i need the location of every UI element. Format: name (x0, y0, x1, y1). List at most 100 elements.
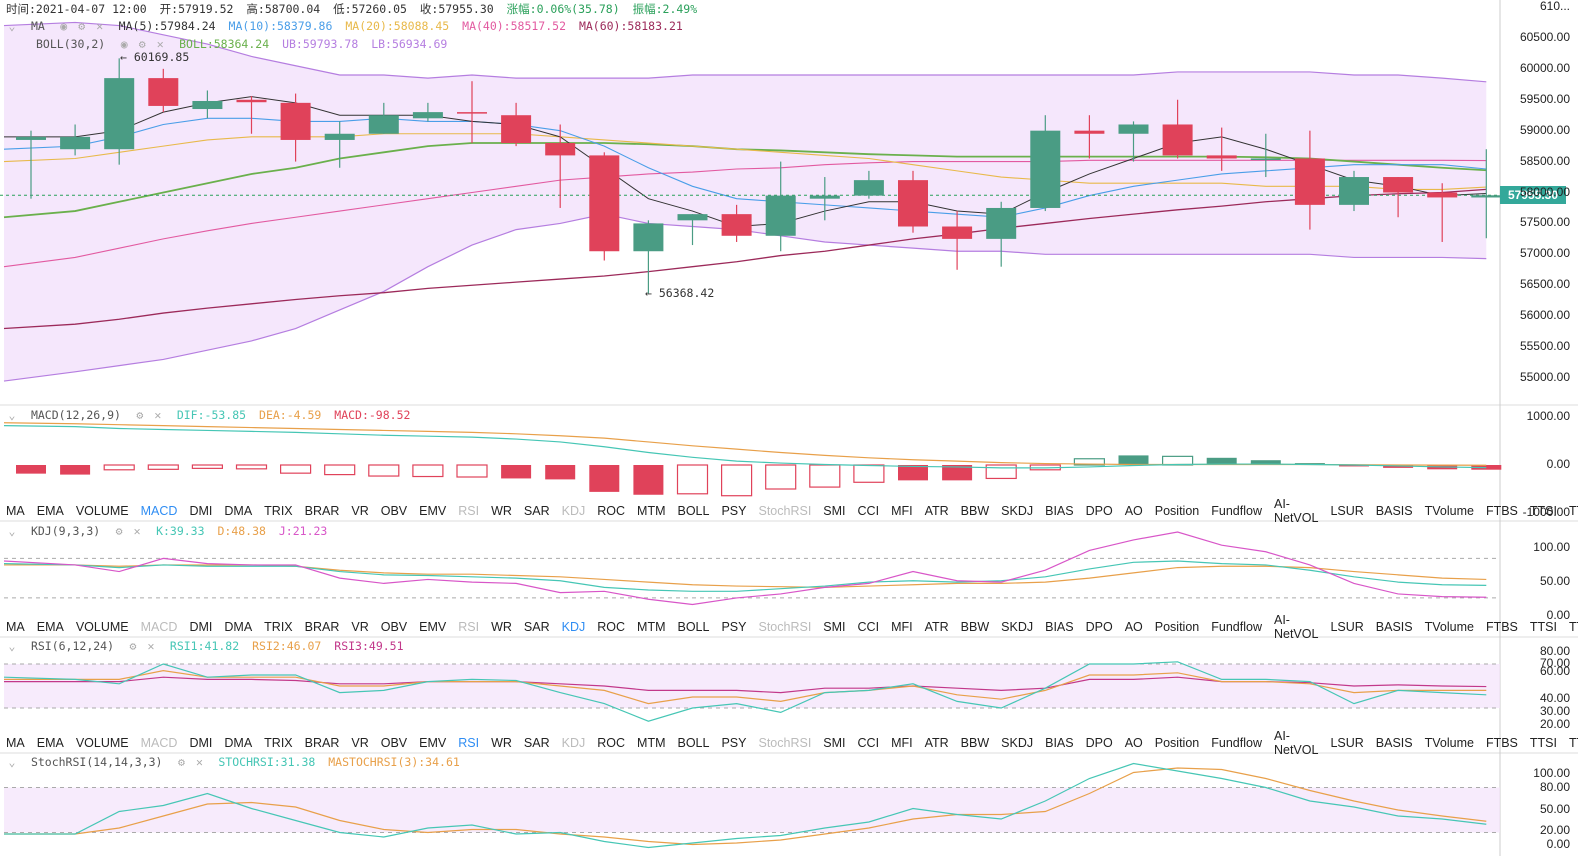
close-icon[interactable]: ✕ (195, 755, 203, 769)
indicator-tab-ao[interactable]: AO (1124, 736, 1143, 750)
indicator-tab-basis[interactable]: BASIS (1375, 736, 1413, 750)
indicator-tab-ai-netvol[interactable]: AI-NetVOL (1273, 613, 1319, 641)
close-icon[interactable]: ✕ (96, 19, 104, 33)
indicator-tab-roc[interactable]: ROC (597, 504, 626, 518)
indicator-tab-ttmu[interactable]: TTMU (1569, 504, 1578, 518)
collapse-chevron-icon[interactable]: ⌄ (8, 19, 16, 33)
indicator-tab-brar[interactable]: BRAR (304, 736, 340, 750)
indicator-tab-mfi[interactable]: MFI (891, 620, 913, 634)
indicator-tab-psy[interactable]: PSY (721, 736, 747, 750)
indicator-tab-cci[interactable]: CCI (857, 736, 880, 750)
indicator-tab-tvolume[interactable]: TVolume (1424, 736, 1474, 750)
gear-icon[interactable]: ⚙ (129, 639, 137, 653)
indicator-tab-vr[interactable]: VR (351, 620, 369, 634)
gear-icon[interactable]: ⚙ (136, 408, 144, 422)
indicator-tab-dma[interactable]: DMA (224, 736, 253, 750)
gear-icon[interactable]: ⚙ (78, 19, 86, 33)
indicator-tab-stochrsi[interactable]: StochRSI (758, 736, 812, 750)
indicator-tab-lsur[interactable]: LSUR (1330, 736, 1364, 750)
indicator-tab-ao[interactable]: AO (1124, 620, 1143, 634)
indicator-tab-basis[interactable]: BASIS (1375, 620, 1413, 634)
indicator-tab-basis[interactable]: BASIS (1375, 504, 1413, 518)
indicator-tab-mfi[interactable]: MFI (891, 504, 913, 518)
indicator-tab-ttmu[interactable]: TTMU (1569, 620, 1578, 634)
indicator-tab-rsi[interactable]: RSI (458, 620, 480, 634)
indicator-tab-tvolume[interactable]: TVolume (1424, 620, 1474, 634)
indicator-tab-volume[interactable]: VOLUME (75, 504, 129, 518)
indicator-tab-dmi[interactable]: DMI (189, 504, 213, 518)
indicator-tab-ema[interactable]: EMA (36, 504, 64, 518)
indicator-tab-vr[interactable]: VR (351, 736, 369, 750)
indicator-tab-bias[interactable]: BIAS (1045, 620, 1074, 634)
indicator-tab-ao[interactable]: AO (1124, 504, 1143, 518)
indicator-tab-boll[interactable]: BOLL (677, 620, 710, 634)
indicator-tab-emv[interactable]: EMV (419, 736, 447, 750)
indicator-tab-mtm[interactable]: MTM (637, 620, 666, 634)
indicator-tab-cci[interactable]: CCI (857, 620, 880, 634)
ma-legend-name[interactable]: MA (30, 19, 45, 33)
indicator-tab-kdj[interactable]: KDJ (561, 736, 586, 750)
indicator-tab-dpo[interactable]: DPO (1085, 736, 1113, 750)
indicator-tab-dpo[interactable]: DPO (1085, 620, 1113, 634)
indicator-tab-rsi[interactable]: RSI (458, 504, 480, 518)
indicator-tab-position[interactable]: Position (1154, 504, 1200, 518)
eye-icon[interactable]: ◉ (120, 37, 128, 51)
kdj-legend-name[interactable]: KDJ(9,3,3) (30, 524, 101, 538)
indicator-tab-smi[interactable]: SMI (823, 504, 846, 518)
eye-icon[interactable]: ◉ (60, 19, 68, 33)
indicator-tab-bias[interactable]: BIAS (1045, 736, 1074, 750)
indicator-tab-ttmu[interactable]: TTMU (1569, 736, 1578, 750)
stochrsi-legend-name[interactable]: StochRSI(14,14,3,3) (30, 755, 163, 769)
indicator-tab-kdj[interactable]: KDJ (561, 620, 586, 634)
indicator-tab-roc[interactable]: ROC (597, 736, 626, 750)
indicator-tab-ttsi[interactable]: TTSI (1529, 620, 1557, 634)
indicator-tab-ma[interactable]: MA (6, 736, 25, 750)
rsi-legend-name[interactable]: RSI(6,12,24) (30, 639, 115, 653)
indicator-tab-obv[interactable]: OBV (380, 620, 408, 634)
indicator-tab-dma[interactable]: DMA (224, 504, 253, 518)
close-icon[interactable]: ✕ (154, 408, 162, 422)
indicator-tab-position[interactable]: Position (1154, 620, 1200, 634)
indicator-tab-obv[interactable]: OBV (380, 504, 408, 518)
indicator-tab-bbw[interactable]: BBW (960, 504, 990, 518)
indicator-tab-ftbs[interactable]: FTBS (1485, 736, 1518, 750)
indicator-tab-emv[interactable]: EMV (419, 620, 447, 634)
collapse-chevron-icon[interactable]: ⌄ (8, 755, 16, 769)
indicator-tab-ema[interactable]: EMA (36, 736, 64, 750)
indicator-tab-macd[interactable]: MACD (140, 736, 178, 750)
indicator-tab-ai-netvol[interactable]: AI-NetVOL (1273, 497, 1319, 525)
indicator-tab-psy[interactable]: PSY (721, 504, 747, 518)
indicator-tab-position[interactable]: Position (1154, 736, 1200, 750)
collapse-chevron-icon[interactable]: ⌄ (8, 639, 16, 653)
collapse-chevron-icon[interactable]: ⌄ (8, 408, 16, 422)
indicator-tab-lsur[interactable]: LSUR (1330, 504, 1364, 518)
indicator-tab-stochrsi[interactable]: StochRSI (758, 504, 812, 518)
indicator-tab-lsur[interactable]: LSUR (1330, 620, 1364, 634)
indicator-tab-mfi[interactable]: MFI (891, 736, 913, 750)
indicator-tab-roc[interactable]: ROC (597, 620, 626, 634)
indicator-tab-wr[interactable]: WR (491, 620, 512, 634)
macd-legend-name[interactable]: MACD(12,26,9) (30, 408, 121, 422)
indicator-tab-smi[interactable]: SMI (823, 620, 846, 634)
indicator-tab-sar[interactable]: SAR (523, 736, 550, 750)
indicator-tab-trix[interactable]: TRIX (264, 736, 293, 750)
indicator-tab-kdj[interactable]: KDJ (561, 504, 586, 518)
indicator-tab-bbw[interactable]: BBW (960, 736, 990, 750)
indicator-tab-volume[interactable]: VOLUME (75, 736, 129, 750)
indicator-tab-ttsi[interactable]: TTSI (1529, 736, 1557, 750)
indicator-tab-skdj[interactable]: SKDJ (1001, 504, 1034, 518)
indicator-tab-emv[interactable]: EMV (419, 504, 447, 518)
indicator-tab-wr[interactable]: WR (491, 736, 512, 750)
close-icon[interactable]: ✕ (147, 639, 155, 653)
indicator-tab-fundflow[interactable]: Fundflow (1211, 504, 1262, 518)
indicator-tab-boll[interactable]: BOLL (677, 736, 710, 750)
indicator-tab-rsi[interactable]: RSI (458, 736, 480, 750)
indicator-tab-trix[interactable]: TRIX (264, 504, 293, 518)
gear-icon[interactable]: ⚙ (138, 37, 146, 51)
indicator-tab-macd[interactable]: MACD (140, 504, 178, 518)
indicator-tab-stochrsi[interactable]: StochRSI (758, 620, 812, 634)
indicator-tab-boll[interactable]: BOLL (677, 504, 710, 518)
indicator-tab-vr[interactable]: VR (351, 504, 369, 518)
indicator-tab-dmi[interactable]: DMI (189, 620, 213, 634)
indicator-tab-sar[interactable]: SAR (523, 504, 550, 518)
